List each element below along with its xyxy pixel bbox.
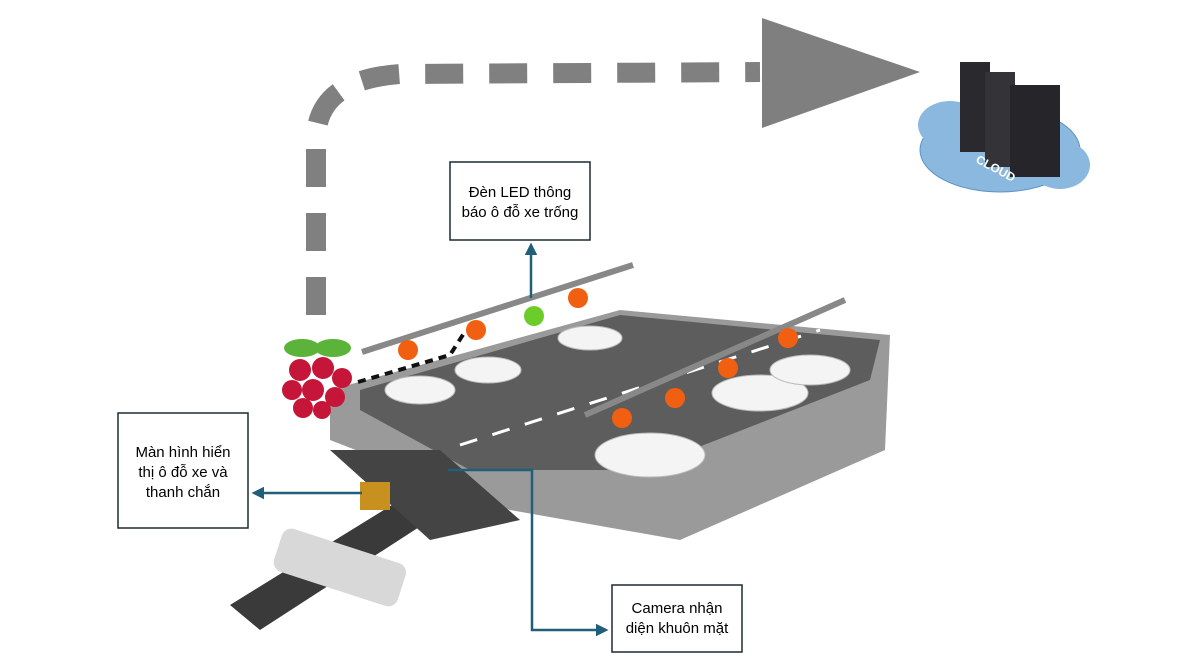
callout-text: thị ô đỗ xe và bbox=[138, 464, 228, 481]
callout-text: diện khuôn mặt bbox=[626, 620, 729, 637]
camera-callout: Camera nhận diện khuôn mặt bbox=[448, 468, 743, 653]
led-callout: Đèn LED thông báo ô đỗ xe trống bbox=[449, 161, 591, 298]
callout-text: Đèn LED thông bbox=[469, 184, 572, 201]
screen-callout: Màn hình hiển thị ô đỗ xe và thanh chắn bbox=[117, 412, 362, 529]
led-bars bbox=[361, 262, 847, 428]
parking-lot bbox=[230, 310, 890, 630]
flow-arrowhead bbox=[762, 18, 920, 128]
callout-text: Màn hình hiển bbox=[135, 444, 230, 461]
callout-text: Camera nhận bbox=[632, 600, 723, 617]
data-flow bbox=[306, 62, 761, 315]
callout-text: thanh chắn bbox=[146, 484, 220, 501]
pi-link bbox=[357, 328, 468, 384]
raspberry-pi bbox=[282, 339, 352, 419]
callout-text: báo ô đỗ xe trống bbox=[462, 204, 579, 221]
cloud-server: CLOUD bbox=[918, 62, 1090, 193]
